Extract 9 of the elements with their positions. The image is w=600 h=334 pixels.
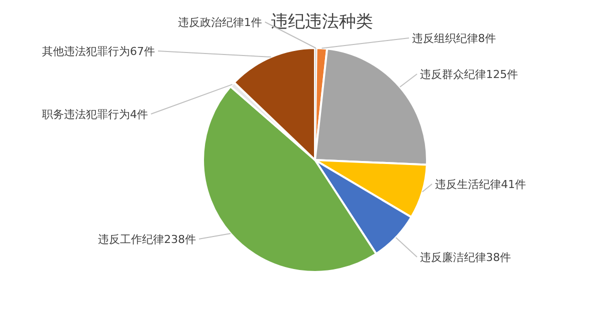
slice-label: 违反廉洁纪律38件 — [420, 251, 511, 264]
slice-label: 违反生活纪律41件 — [435, 178, 526, 191]
chart-title: 违纪违法种类 — [271, 12, 373, 32]
slice-label: 职务违法犯罪行为4件 — [42, 108, 148, 121]
slice-label: 其他违法犯罪行为67件 — [42, 45, 155, 58]
slice-label: 违反群众纪律125件 — [420, 68, 518, 81]
slice-label: 违反组织纪律8件 — [412, 32, 496, 45]
slice-label: 违反政治纪律1件 — [178, 16, 262, 29]
slice-label: 违反工作纪律238件 — [98, 233, 196, 246]
